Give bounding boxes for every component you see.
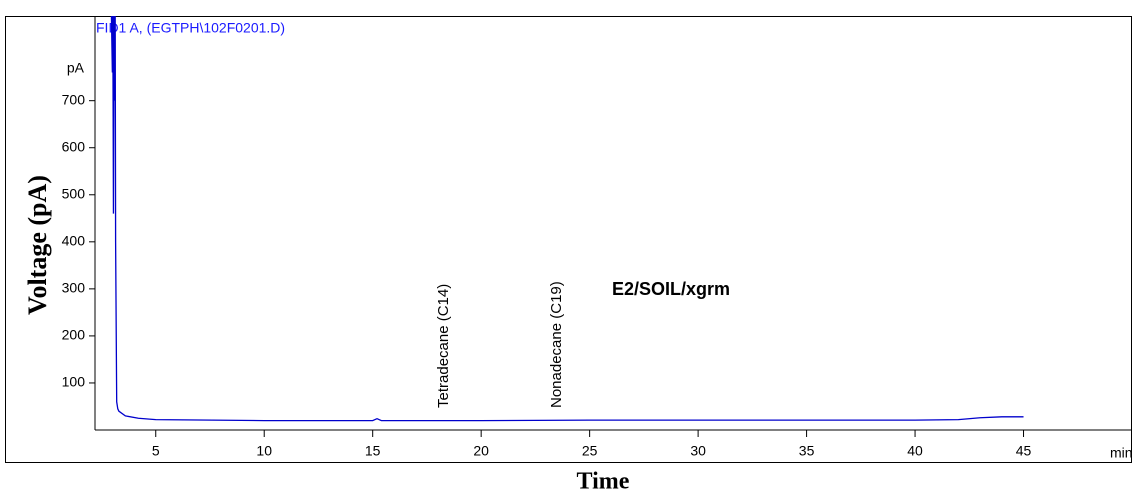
x-tick-label: 5 [152,443,160,459]
y-tick-label: 100 [62,374,86,390]
annotation: Nonadecane (C19) [548,281,565,408]
annotation: E2/SOIL/xgrm [612,279,730,299]
x-tick-label: 45 [1016,443,1032,459]
y-tick-label: 500 [62,185,86,201]
y-axis-label: Voltage (pA) [23,175,52,315]
data-line [110,16,1024,422]
x-tick-label: 35 [799,443,815,459]
annotation: Tetradecane (C14) [435,284,452,408]
y-tick-label: 400 [62,233,86,249]
y-tick-label: 600 [62,138,86,154]
y-tick-label: 700 [62,91,86,107]
x-tick-label: 40 [907,443,923,459]
x-tick-label: 15 [365,443,381,459]
x-tick-label: 20 [473,443,489,459]
frame [5,16,1132,463]
y-tick-label: 300 [62,280,86,296]
x-tick-label: 10 [256,443,272,459]
x-tick-label: 30 [690,443,706,459]
chart-title: FID1 A, (EGTPH\102F0201.D) [96,20,285,36]
x-unit: min [1110,445,1133,461]
x-axis-label: Time [577,469,630,495]
y-tick-label: 200 [62,327,86,343]
y-unit: pA [67,60,85,76]
x-tick-label: 25 [582,443,598,459]
